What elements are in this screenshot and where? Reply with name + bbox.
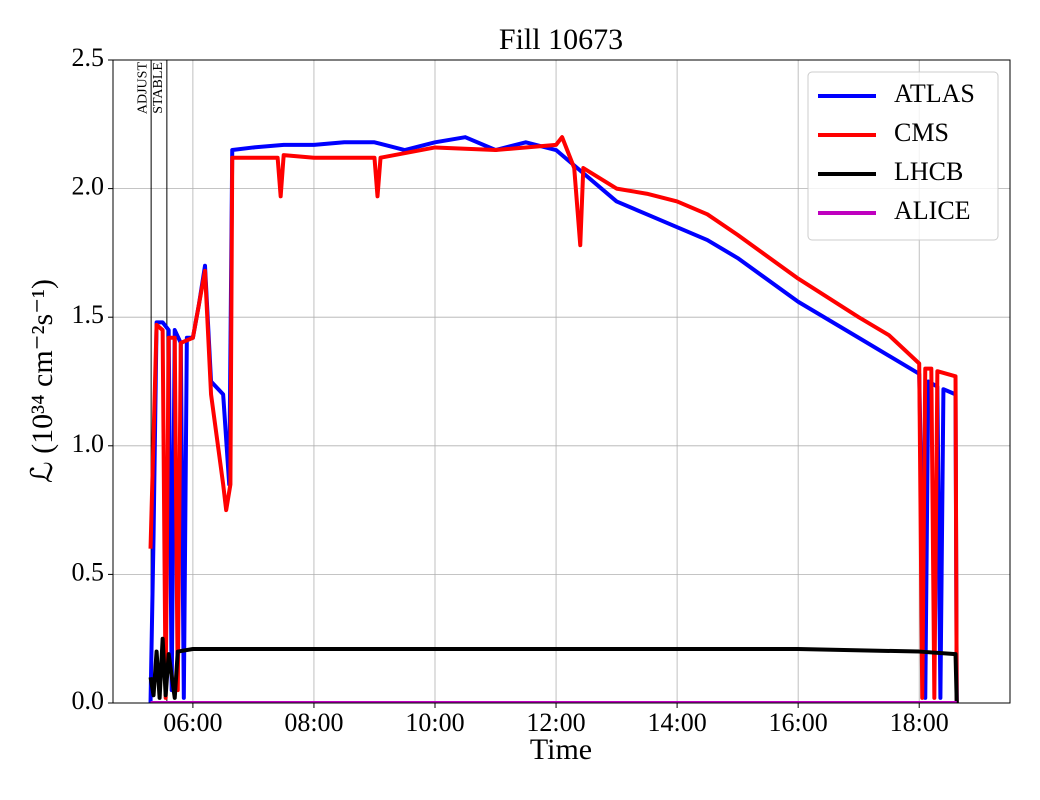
x-tick-label: 10:00 xyxy=(405,708,464,737)
y-tick-label: 0.5 xyxy=(72,557,105,586)
legend-label: LHCB xyxy=(894,157,963,186)
legend-label: ATLAS xyxy=(894,79,975,108)
x-tick-label: 12:00 xyxy=(526,708,585,737)
y-tick-label: 0.0 xyxy=(72,686,105,715)
x-tick-label: 06:00 xyxy=(163,708,222,737)
annotation-label: ADJUST xyxy=(135,62,150,115)
x-tick-label: 08:00 xyxy=(284,708,343,737)
legend-label: ALICE xyxy=(894,196,971,225)
y-tick-label: 2.5 xyxy=(72,43,105,72)
x-axis-label: Time xyxy=(530,733,592,766)
legend-box xyxy=(807,71,999,241)
legend-label: CMS xyxy=(894,118,949,147)
plot-frame xyxy=(112,59,1011,704)
y-tick-label: 2.0 xyxy=(72,172,105,201)
annotation-label: STABLE xyxy=(151,62,166,114)
chart-title: Fill 10673 xyxy=(499,23,623,56)
data-line xyxy=(148,636,959,703)
data-line xyxy=(148,135,959,703)
x-tick-label: 18:00 xyxy=(890,708,949,737)
y-tick-label: 1.5 xyxy=(72,300,105,329)
x-tick-label: 14:00 xyxy=(647,708,706,737)
y-axis-label: ℒ (10³⁴ cm⁻²s⁻¹) xyxy=(26,279,59,483)
y-tick-label: 1.0 xyxy=(72,429,105,458)
x-tick-label: 16:00 xyxy=(769,708,828,737)
